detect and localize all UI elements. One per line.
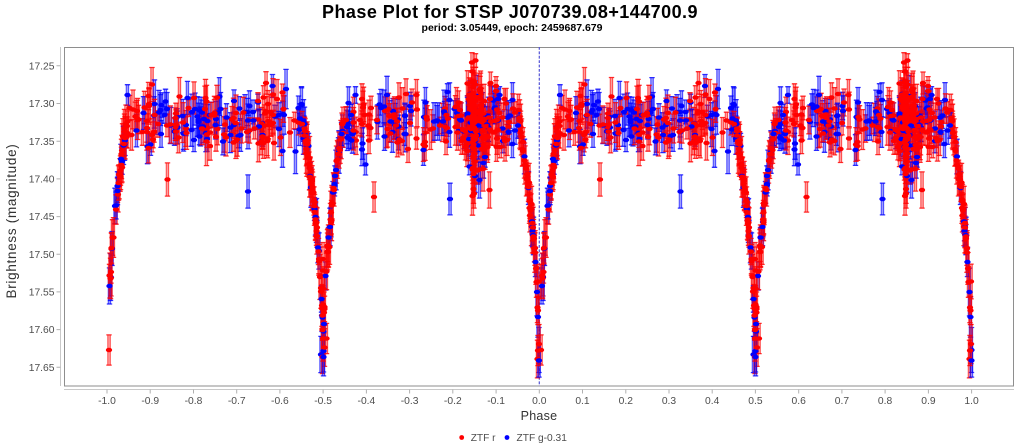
svg-text:17.60: 17.60 [29, 325, 55, 336]
svg-text:-1.0: -1.0 [98, 396, 116, 407]
svg-text:0.2: 0.2 [619, 396, 634, 407]
svg-text:Brightness (magnitude): Brightness (magnitude) [4, 144, 19, 299]
svg-text:-0.6: -0.6 [271, 396, 289, 407]
svg-text:17.35: 17.35 [29, 137, 55, 148]
svg-text:17.25: 17.25 [29, 61, 55, 72]
svg-text:0.4: 0.4 [705, 396, 720, 407]
svg-text:-0.3: -0.3 [401, 396, 419, 407]
svg-text:1.0: 1.0 [964, 396, 979, 407]
svg-text:-0.5: -0.5 [314, 396, 332, 407]
svg-text:0.7: 0.7 [835, 396, 850, 407]
svg-text:17.65: 17.65 [29, 363, 55, 374]
svg-text:-0.2: -0.2 [444, 396, 462, 407]
svg-text:17.45: 17.45 [29, 212, 55, 223]
svg-text:0.3: 0.3 [662, 396, 677, 407]
svg-text:17.40: 17.40 [29, 175, 55, 186]
svg-text:0.0: 0.0 [532, 396, 547, 407]
svg-text:-0.7: -0.7 [228, 396, 246, 407]
svg-text:0.8: 0.8 [878, 396, 893, 407]
svg-text:0.1: 0.1 [575, 396, 590, 407]
svg-text:0.6: 0.6 [792, 396, 807, 407]
svg-text:-0.4: -0.4 [358, 396, 376, 407]
svg-text:-0.8: -0.8 [185, 396, 203, 407]
svg-text:0.9: 0.9 [921, 396, 936, 407]
svg-text:17.55: 17.55 [29, 288, 55, 299]
svg-text:ZTF g-0.31: ZTF g-0.31 [517, 433, 568, 444]
svg-text:0.5: 0.5 [748, 396, 763, 407]
svg-text:ZTF r: ZTF r [471, 433, 496, 444]
svg-text:17.30: 17.30 [29, 99, 55, 110]
svg-text:Phase: Phase [521, 409, 558, 423]
svg-text:17.50: 17.50 [29, 250, 55, 261]
svg-text:-0.1: -0.1 [487, 396, 505, 407]
svg-text:-0.9: -0.9 [141, 396, 159, 407]
